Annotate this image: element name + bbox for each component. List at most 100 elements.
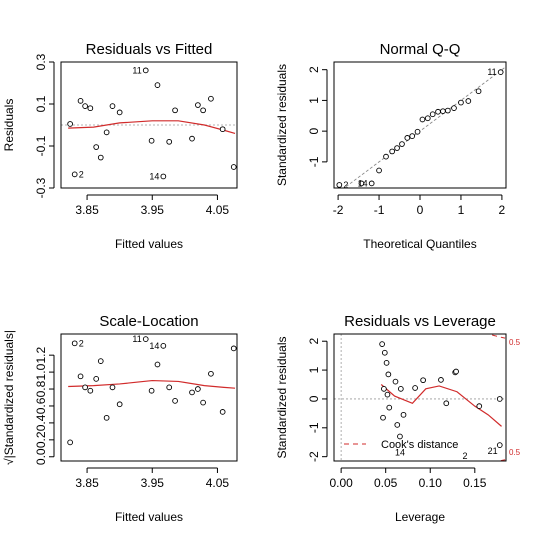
plot-title: Scale-Location (99, 313, 198, 330)
y-tick-label: 1 (307, 97, 321, 104)
point-label: 11 (132, 334, 141, 344)
plot-title: Residuals vs Leverage (344, 313, 496, 330)
data-point (142, 67, 149, 74)
data-point (172, 107, 178, 114)
x-tick-label: -2 (333, 203, 344, 217)
y-tick-label: 2 (307, 66, 321, 73)
y-tick-label: 0.6 (34, 397, 48, 414)
data-point (443, 400, 450, 407)
data-point (93, 144, 100, 150)
data-point (358, 180, 365, 187)
plot-frame (60, 333, 238, 462)
x-tick-label: 0.15 (463, 476, 487, 490)
x-tick-label: 0.10 (419, 476, 443, 490)
point-label: 14 (149, 341, 159, 351)
y-tick-label: 0.2 (34, 431, 48, 448)
data-point (414, 128, 421, 135)
data-point (172, 398, 178, 404)
smoother-line (68, 379, 236, 389)
y-axis-label: √|Standardized residuals| (2, 330, 16, 465)
plot-title: Normal Q-Q (380, 41, 461, 58)
panel-1: Residuals vs Fitted Fitted values Residual… (2, 41, 238, 251)
data-point (148, 137, 155, 144)
y-tick-label: 0.4 (34, 414, 48, 431)
data-point (189, 135, 195, 142)
y-tick-label: 1.0 (34, 363, 48, 380)
panel-2: Normal Q-Q Theoretical Quantiles Standardi… (275, 41, 507, 251)
plot-frame (333, 61, 507, 189)
x-axis-label: Fitted values (115, 237, 183, 251)
panel-4: Residuals vs Leverage Leverage Standardize… (275, 313, 521, 524)
x-tick-label: -1 (374, 203, 385, 217)
data-point (475, 88, 482, 95)
y-axis-label: Standardized residuals (275, 64, 289, 186)
point-label: 14 (358, 178, 368, 188)
data-point (87, 105, 94, 112)
data-point (166, 138, 173, 145)
x-tick-label: 3.95 (141, 203, 165, 217)
data-point (200, 107, 206, 114)
data-point (496, 442, 503, 448)
x-tick-label: 0 (417, 203, 424, 217)
cooks-level-label: 0.5 (509, 338, 521, 347)
y-tick-label: 1.2 (34, 347, 48, 364)
data-point (160, 343, 167, 349)
data-point (465, 98, 472, 104)
y-tick-label: -0.3 (34, 177, 48, 198)
data-point (453, 368, 459, 375)
data-point (419, 116, 426, 123)
data-point (109, 384, 116, 391)
y-tick-label: -2 (307, 451, 321, 462)
y-tick-label: -1 (307, 156, 321, 167)
data-point (160, 173, 167, 180)
data-point (195, 102, 201, 108)
data-point (116, 401, 123, 408)
y-tick-label: 0 (307, 395, 321, 402)
data-point (404, 135, 411, 141)
data-point (87, 387, 94, 394)
x-tick-label: 3.95 (141, 476, 165, 490)
y-tick-label: 0.1 (34, 95, 48, 112)
x-tick-label: 0.00 (329, 476, 353, 490)
smoother-line (380, 384, 502, 427)
data-point (397, 433, 403, 440)
legend: Cook's distance (344, 439, 458, 451)
point-label: 2 (343, 180, 348, 190)
data-point (142, 336, 149, 342)
data-point (200, 399, 206, 406)
data-point (208, 95, 214, 102)
x-tick-label: 4.05 (206, 476, 230, 490)
plot-area (336, 66, 506, 188)
data-point (496, 396, 503, 402)
data-point (438, 377, 444, 383)
x-tick-label: 2 (499, 203, 506, 217)
point-label: 2 (79, 169, 84, 179)
data-point (97, 358, 104, 364)
data-point (429, 111, 436, 118)
data-point (103, 129, 110, 136)
data-point (376, 167, 382, 174)
point-label: 2 (79, 338, 84, 348)
data-point (230, 164, 237, 170)
point-label: 21 (488, 446, 498, 456)
data-point (497, 69, 504, 75)
x-axis-label: Leverage (395, 510, 445, 524)
point-label: 11 (487, 67, 496, 77)
data-point (389, 148, 396, 155)
data-point (381, 349, 388, 356)
legend-entry: Cook's distance (381, 439, 458, 451)
point-label: 14 (149, 171, 159, 181)
data-point (166, 384, 173, 391)
data-point (412, 385, 418, 391)
data-point (109, 103, 116, 109)
point-label: 2 (462, 451, 467, 461)
data-point (384, 391, 391, 398)
x-axis-label: Theoretical Quantiles (363, 237, 476, 251)
data-point (379, 341, 385, 347)
data-point (82, 103, 88, 109)
data-point (82, 384, 88, 391)
data-point (435, 108, 441, 115)
x-tick-label: 4.05 (206, 203, 230, 217)
y-tick-label: 0.8 (34, 380, 48, 397)
data-point (208, 370, 214, 377)
